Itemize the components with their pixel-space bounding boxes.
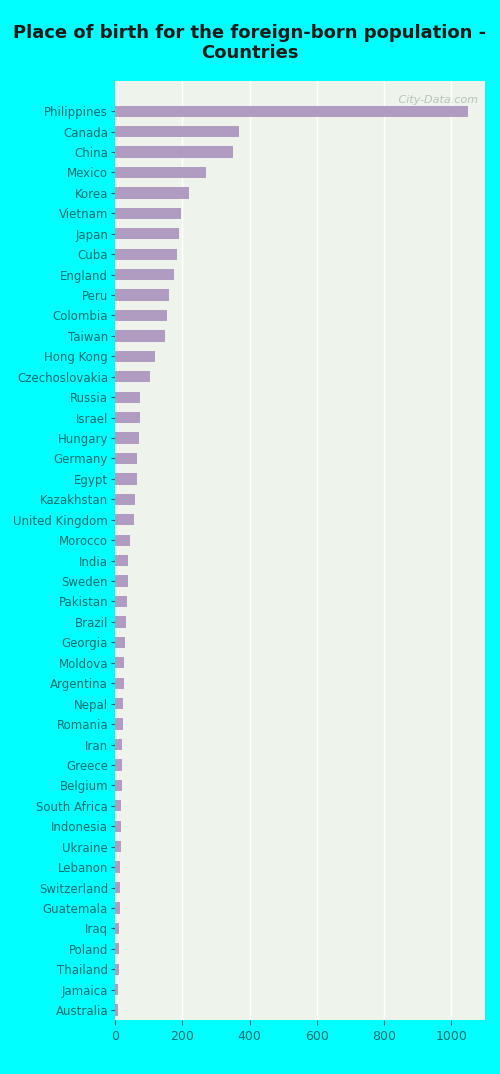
Text: City-Data.com: City-Data.com [388,95,478,104]
Bar [115,166,206,178]
Bar [115,616,126,627]
Bar [115,268,174,280]
Bar [115,739,122,750]
Bar [115,698,124,709]
Bar [115,984,118,996]
Bar [115,923,119,934]
Bar [115,963,118,975]
Bar [115,1004,118,1016]
Bar [115,289,169,301]
Bar [115,105,468,117]
Bar [115,228,179,240]
Bar [115,310,167,321]
Bar [115,474,137,484]
Bar [115,657,124,668]
Bar [115,146,232,158]
Bar [115,351,156,362]
Bar [115,555,128,566]
Bar [115,821,121,832]
Bar [115,943,119,955]
Bar [115,800,121,812]
Text: Place of birth for the foreign-born population -
Countries: Place of birth for the foreign-born popu… [14,24,486,62]
Bar [115,576,128,586]
Bar [115,514,134,525]
Bar [115,882,120,894]
Bar [115,719,123,729]
Bar [115,841,120,853]
Bar [115,412,140,423]
Bar [115,780,121,790]
Bar [115,433,138,444]
Bar [115,453,137,464]
Bar [115,126,240,137]
Bar [115,187,189,199]
Bar [115,596,127,607]
Bar [115,861,120,873]
Bar [115,248,177,260]
Bar [115,678,124,688]
Bar [115,372,150,382]
Bar [115,331,166,342]
Bar [115,902,119,914]
Bar [115,759,121,770]
Bar [115,637,125,648]
Bar [115,207,180,219]
Bar [115,535,130,546]
Bar [115,494,135,505]
Bar [115,392,140,403]
